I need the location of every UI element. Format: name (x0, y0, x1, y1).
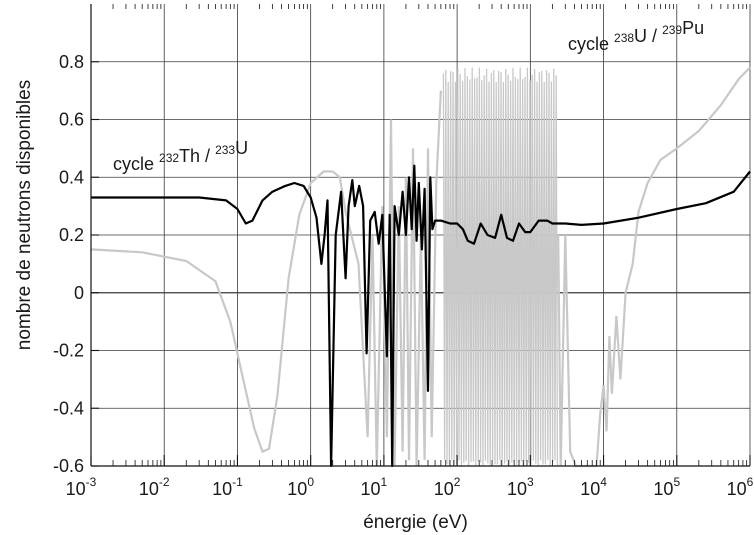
series-resonance-band (442, 67, 559, 467)
x-tick-label: 105 (653, 475, 680, 499)
y-tick-label: 0.6 (59, 110, 84, 130)
x-tick-label: 100 (287, 475, 314, 499)
y-tick-label: -0.6 (53, 456, 84, 476)
x-tick-label: 10-1 (212, 475, 243, 499)
x-tick-label: 103 (507, 475, 534, 499)
annotation-th-u-cycle: cycle 232Th / 233U (113, 138, 248, 174)
x-tick-label: 101 (361, 475, 388, 499)
axes: 10-3 10-2 10-1 100 101 102 103 104 105 106 -0.6 -0.… (53, 4, 754, 499)
x-tick-label: 106 (727, 475, 754, 499)
x-tick-label: 104 (580, 475, 607, 499)
series-layer (90, 66, 751, 468)
x-tick-label: 10-2 (139, 475, 170, 499)
series-line (91, 164, 751, 468)
y-tick-label: 0.8 (59, 52, 84, 72)
y-tick-label: -0.2 (53, 341, 84, 361)
y-tick-label: 0 (74, 283, 84, 303)
x-axis-title: énergie (eV) (363, 512, 468, 533)
annotations: cycle 232Th / 233U cycle 238U / 239Pu (113, 18, 704, 174)
y-axis-title: nombre de neutrons disponibles (14, 80, 35, 350)
annotation-u-pu-cycle: cycle 238U / 239Pu (568, 18, 704, 54)
y-tick-label: -0.4 (53, 398, 84, 418)
x-tick-label: 102 (434, 475, 461, 499)
y-tick-label: 0.2 (59, 225, 84, 245)
series-line (557, 66, 751, 468)
x-tick-label: 10-3 (66, 475, 97, 499)
y-tick-label: 0.4 (59, 167, 84, 187)
